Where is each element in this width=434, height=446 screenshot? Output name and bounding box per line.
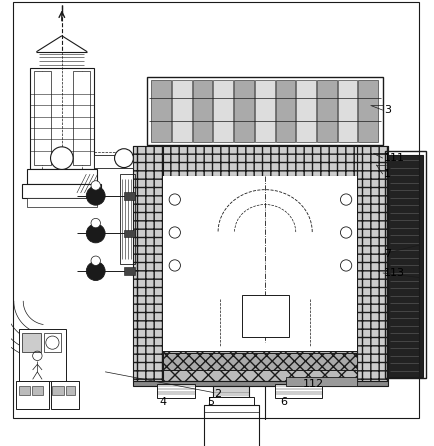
Text: 4: 4 [159, 397, 167, 407]
Text: 2: 2 [214, 389, 221, 400]
Text: 7: 7 [383, 249, 390, 259]
Bar [27, 169, 96, 184]
Bar [66, 386, 75, 395]
Bar [163, 176, 357, 351]
Bar [30, 68, 94, 169]
Circle shape [114, 149, 133, 168]
Bar [213, 386, 249, 397]
Circle shape [340, 194, 351, 205]
Bar [120, 174, 135, 264]
Bar [384, 151, 425, 378]
Circle shape [91, 219, 100, 228]
Bar [163, 146, 357, 176]
Bar [147, 77, 382, 145]
Bar [222, 151, 239, 160]
Bar [124, 192, 135, 199]
Bar [94, 155, 133, 168]
Bar [274, 384, 321, 398]
Bar [44, 333, 61, 352]
Text: 5: 5 [206, 397, 213, 407]
Bar [124, 267, 135, 275]
Circle shape [91, 181, 100, 190]
Bar [133, 146, 163, 381]
Bar [133, 146, 387, 165]
Circle shape [91, 256, 100, 265]
Bar [285, 376, 357, 386]
Bar [208, 397, 253, 405]
Bar [233, 80, 253, 142]
Bar [151, 80, 171, 142]
Text: 112: 112 [302, 379, 323, 389]
Bar [73, 70, 90, 165]
Circle shape [169, 194, 180, 205]
Circle shape [340, 227, 351, 238]
Circle shape [86, 262, 105, 281]
Text: 111: 111 [383, 153, 404, 163]
Bar [296, 80, 315, 142]
Bar [316, 80, 336, 142]
Bar [357, 146, 387, 381]
Bar [213, 80, 233, 142]
Bar [163, 351, 357, 381]
Text: 113: 113 [383, 268, 404, 278]
Bar [32, 386, 43, 395]
Text: 6: 6 [279, 397, 286, 407]
Bar [241, 295, 288, 337]
Bar [124, 230, 135, 237]
Bar [275, 80, 295, 142]
Bar [19, 386, 30, 395]
Text: 1: 1 [383, 169, 390, 179]
Bar [50, 381, 79, 409]
Circle shape [169, 260, 180, 271]
Bar [217, 148, 244, 163]
Bar [19, 330, 66, 381]
Bar [387, 155, 422, 376]
Bar [27, 198, 96, 207]
Circle shape [169, 227, 180, 238]
Bar [33, 70, 50, 165]
Bar [22, 333, 41, 352]
Circle shape [46, 336, 59, 349]
Text: 3: 3 [383, 105, 390, 115]
Bar [163, 353, 357, 370]
Circle shape [50, 147, 73, 169]
Bar [16, 381, 49, 409]
Bar [204, 405, 258, 446]
Bar [133, 381, 387, 386]
Bar [254, 80, 274, 142]
Circle shape [86, 224, 105, 243]
Bar [22, 184, 101, 198]
Bar [192, 80, 212, 142]
Bar [53, 386, 63, 395]
Circle shape [340, 260, 351, 271]
Bar [157, 384, 194, 398]
Circle shape [86, 186, 105, 205]
Bar [171, 80, 191, 142]
Bar [337, 80, 357, 142]
Bar [358, 80, 377, 142]
